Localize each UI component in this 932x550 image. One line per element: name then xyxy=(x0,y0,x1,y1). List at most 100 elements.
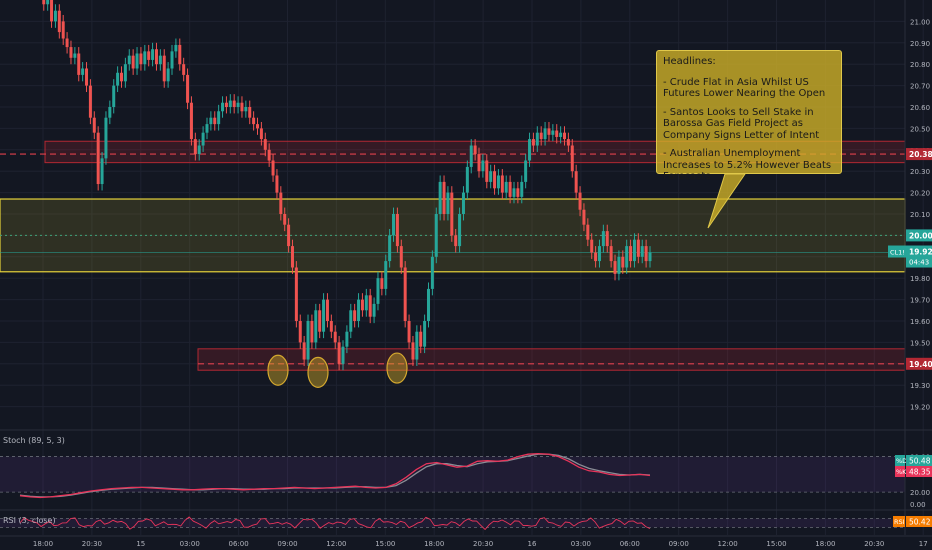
time-tick-label: 18:00 xyxy=(33,540,53,548)
candle-body xyxy=(357,299,361,321)
price-tick-label: 19.30 xyxy=(910,382,930,390)
last-price-bg xyxy=(906,245,932,268)
candle-body xyxy=(139,53,143,65)
price-tick-label: 19.60 xyxy=(910,318,930,326)
candle-body xyxy=(539,132,543,140)
time-tick-label: 16 xyxy=(528,540,537,548)
candle-body xyxy=(306,321,310,360)
candle-body xyxy=(236,102,240,107)
price-tick-label: 20.80 xyxy=(910,61,930,69)
chart-grid xyxy=(0,0,924,535)
candle-body xyxy=(528,139,532,161)
candle-body xyxy=(57,10,61,33)
stoch-d-bg xyxy=(906,455,932,466)
candle-body xyxy=(182,64,186,75)
rsi-value-bg xyxy=(906,516,932,527)
price-tick-label: 20.60 xyxy=(910,104,930,112)
candle-body xyxy=(520,181,524,197)
candle-body xyxy=(500,175,504,193)
candle-body xyxy=(69,47,73,58)
candle-body xyxy=(217,111,221,125)
time-tick-label: 20:30 xyxy=(82,540,102,548)
candle-body xyxy=(473,145,477,155)
candle-body xyxy=(364,295,368,311)
candle-body xyxy=(92,117,96,133)
time-tick-label: 12:00 xyxy=(326,540,346,548)
candle-body xyxy=(636,239,640,257)
time-tick-label: 03:00 xyxy=(180,540,200,548)
candle-body xyxy=(531,139,535,146)
time-tick-label: 06:00 xyxy=(229,540,249,548)
callout-pointer xyxy=(707,173,746,229)
candle-body xyxy=(590,239,594,253)
candle-body xyxy=(574,171,578,193)
stoch-label[interactable]: Stoch (89, 5, 3) xyxy=(3,436,65,445)
candle-body xyxy=(594,252,598,262)
mid-level-badge-bg xyxy=(906,229,932,242)
candle-body xyxy=(469,145,473,167)
candle-body xyxy=(411,342,415,360)
headlines-callout: Headlines: - Crude Flat in Asia Whilst U… xyxy=(656,50,842,182)
price-tick-label: 20.20 xyxy=(910,190,930,198)
candle-body xyxy=(508,181,512,197)
candle-body xyxy=(582,209,586,225)
time-tick-label: 09:00 xyxy=(277,540,297,548)
candle-body xyxy=(450,192,454,236)
candle-body xyxy=(193,139,197,155)
candle-body xyxy=(213,117,217,125)
candle-body xyxy=(648,252,652,262)
candle-body xyxy=(625,246,629,268)
candle-body xyxy=(201,132,205,146)
candle-body xyxy=(609,246,613,262)
candle-body xyxy=(547,128,551,135)
candle-body xyxy=(104,117,108,159)
indicator-panes xyxy=(0,429,932,531)
candle-body xyxy=(555,130,559,137)
candle-body xyxy=(53,10,57,22)
candle-body xyxy=(287,224,291,247)
rsi-label[interactable]: RSI (3, close) xyxy=(3,516,56,525)
stoch-tick-label: 20.00 xyxy=(910,489,930,497)
candle-body xyxy=(644,246,648,262)
candle-body xyxy=(504,181,508,193)
candle-body xyxy=(586,224,590,240)
last-price-label: 19.92 xyxy=(909,248,932,257)
candle-body xyxy=(446,192,450,214)
candle-body xyxy=(248,107,252,118)
candle-body xyxy=(353,310,357,321)
time-tick-label: 03:00 xyxy=(571,540,591,548)
candle-body xyxy=(294,267,298,321)
candle-body xyxy=(403,267,407,321)
candle-body xyxy=(174,44,178,52)
candle-body xyxy=(209,117,213,125)
time-tick-label: 17 xyxy=(919,540,928,548)
candle-body xyxy=(380,278,384,289)
candle-body xyxy=(395,214,399,247)
time-tick-label: 12:00 xyxy=(718,540,738,548)
candle-body xyxy=(384,261,388,289)
stoch-tick-label: 0.00 xyxy=(910,501,926,509)
stoch-band xyxy=(0,456,905,493)
candle-body xyxy=(65,38,69,48)
price-tick-label: 19.50 xyxy=(910,339,930,347)
candle-body xyxy=(256,124,260,129)
candle-body xyxy=(407,321,411,343)
stoch-d-code-bg xyxy=(895,455,905,466)
candle-body xyxy=(271,160,275,176)
candle-body xyxy=(166,68,170,82)
candle-body xyxy=(170,51,174,69)
support-touch-circle xyxy=(386,352,408,384)
support-touch-circle xyxy=(307,356,329,388)
candle-body xyxy=(228,100,232,107)
candle-body xyxy=(244,107,248,112)
candle-body xyxy=(426,288,430,321)
candle-body xyxy=(419,331,423,347)
candle-body xyxy=(197,145,201,155)
candle-body xyxy=(349,310,353,332)
candle-body xyxy=(314,310,318,343)
candle-body xyxy=(360,299,364,311)
candle-body xyxy=(290,246,294,268)
price-tick-label: 20.30 xyxy=(910,168,930,176)
candle-body xyxy=(240,102,244,112)
upper-level-badge: 20.38 xyxy=(909,150,932,159)
